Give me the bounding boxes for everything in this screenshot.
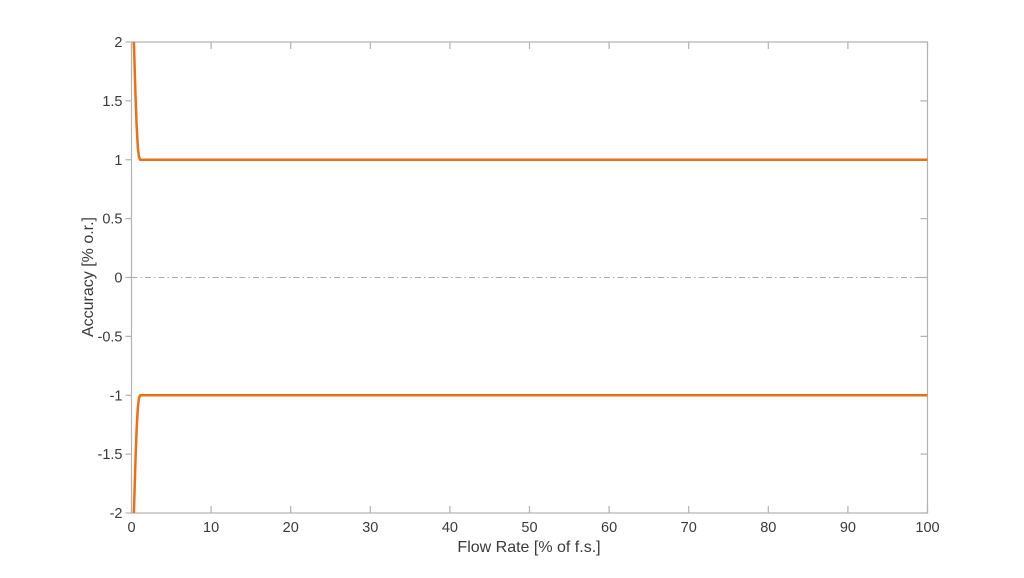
y-tick-label: -1 <box>110 388 123 404</box>
x-tick-label: 10 <box>203 520 219 536</box>
y-tick-label: -1.5 <box>98 447 123 463</box>
x-tick-label: 30 <box>362 520 378 536</box>
y-tick-label: -0.5 <box>98 329 123 345</box>
y-tick-label: 2 <box>114 35 122 51</box>
y-tick-label: 0 <box>114 271 122 287</box>
y-tick-label: 1 <box>114 153 122 169</box>
x-tick-label: 90 <box>840 520 856 536</box>
y-axis-label: Accuracy [% o.r.] <box>80 216 97 338</box>
y-tick-label: 0.5 <box>102 212 122 228</box>
lower-accuracy-limit <box>132 394 928 514</box>
x-tick-label: 100 <box>915 520 939 536</box>
y-tick-label: 1.5 <box>102 94 122 110</box>
x-tick-label: 0 <box>127 520 135 536</box>
x-tick-label: 20 <box>283 520 299 536</box>
x-tick-label: 70 <box>681 520 697 536</box>
y-tick-label: -2 <box>110 506 123 522</box>
upper-accuracy-limit <box>132 41 928 161</box>
x-axis-label: Flow Rate [% of f.s.] <box>457 539 601 556</box>
x-tick-label: 80 <box>760 520 776 536</box>
x-tick-label: 60 <box>601 520 617 536</box>
x-tick-label: 40 <box>442 520 458 536</box>
x-tick-label: 50 <box>521 520 537 536</box>
